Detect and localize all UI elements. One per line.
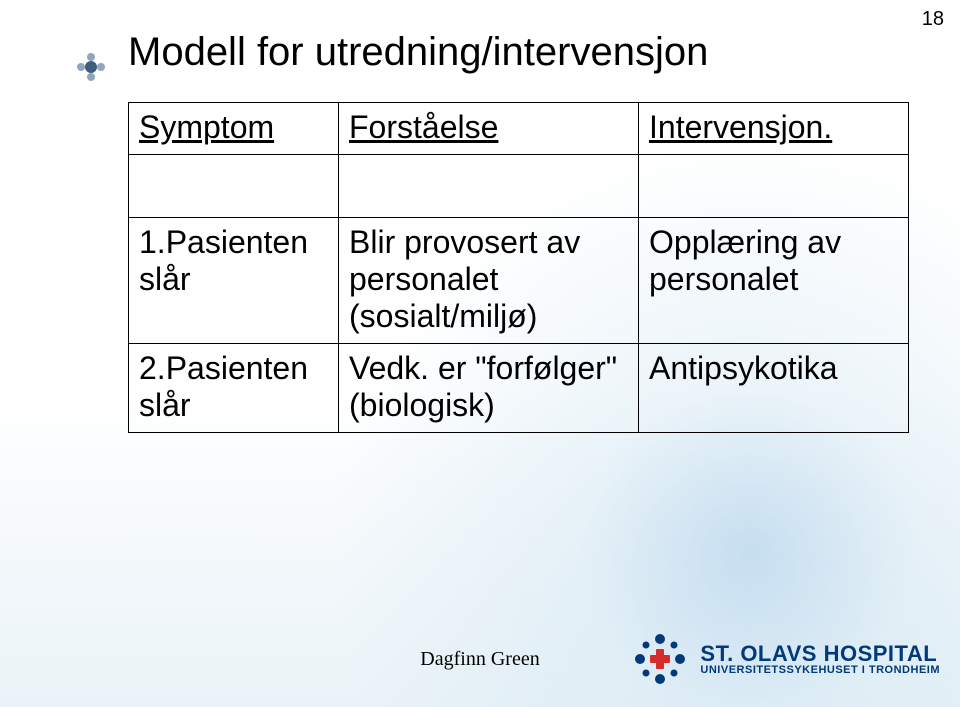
spacer-cell (129, 155, 339, 218)
logo-subtitle: UNIVERSITETSSYKEHUSET I TRONDHEIM (700, 665, 940, 677)
hospital-logo-mark-icon (632, 631, 688, 687)
slide-title: Modell for utredning/intervensjon (128, 28, 708, 75)
cell-understanding-2: Vedk. er "forfølger" (biologisk) (339, 344, 639, 433)
spacer-cell (339, 155, 639, 218)
header-understanding: Forståelse (339, 103, 639, 155)
logo-title: ST. OLAVS HOSPITAL (700, 642, 940, 665)
table-header-row: Symptom Forståelse Intervensjon. (129, 103, 909, 155)
title-row: Modell for utredning/intervensjon (70, 28, 920, 88)
spacer-cell (639, 155, 909, 218)
bullet-icon (70, 46, 112, 88)
spacer-row (129, 155, 909, 218)
row-number: 1. (139, 224, 166, 260)
hospital-logo: ST. OLAVS HOSPITAL UNIVERSITETSSYKEHUSET… (632, 631, 940, 687)
understanding-paren: (biologisk) (349, 387, 495, 423)
header-intervention: Intervensjon. (639, 103, 909, 155)
header-symptom: Symptom (129, 103, 339, 155)
bullet-column (70, 28, 128, 88)
hospital-logo-text: ST. OLAVS HOSPITAL UNIVERSITETSSYKEHUSET… (700, 642, 940, 677)
cell-symptom-2: 2.Pasienten slår (129, 344, 339, 433)
model-table: Symptom Forståelse Intervensjon. 1.Pasie… (128, 102, 909, 433)
slide-content: Modell for utredning/intervensjon Sympto… (0, 20, 960, 433)
row-number: 2. (139, 350, 166, 386)
model-table-wrap: Symptom Forståelse Intervensjon. 1.Pasie… (128, 102, 920, 433)
understanding-paren: (sosialt/miljø) (349, 298, 537, 334)
cell-intervention-2: Antipsykotika (639, 344, 909, 433)
table-row: 1.Pasienten slår Blir provosert av perso… (129, 218, 909, 344)
understanding-main: Vedk. er "forfølger" (349, 350, 617, 386)
table-row: 2.Pasienten slår Vedk. er "forfølger" (b… (129, 344, 909, 433)
understanding-main: Blir provosert av personalet (349, 224, 580, 297)
cell-symptom-1: 1.Pasienten slår (129, 218, 339, 344)
cell-intervention-1: Opplæring av personalet (639, 218, 909, 344)
cell-understanding-1: Blir provosert av personalet (sosialt/mi… (339, 218, 639, 344)
